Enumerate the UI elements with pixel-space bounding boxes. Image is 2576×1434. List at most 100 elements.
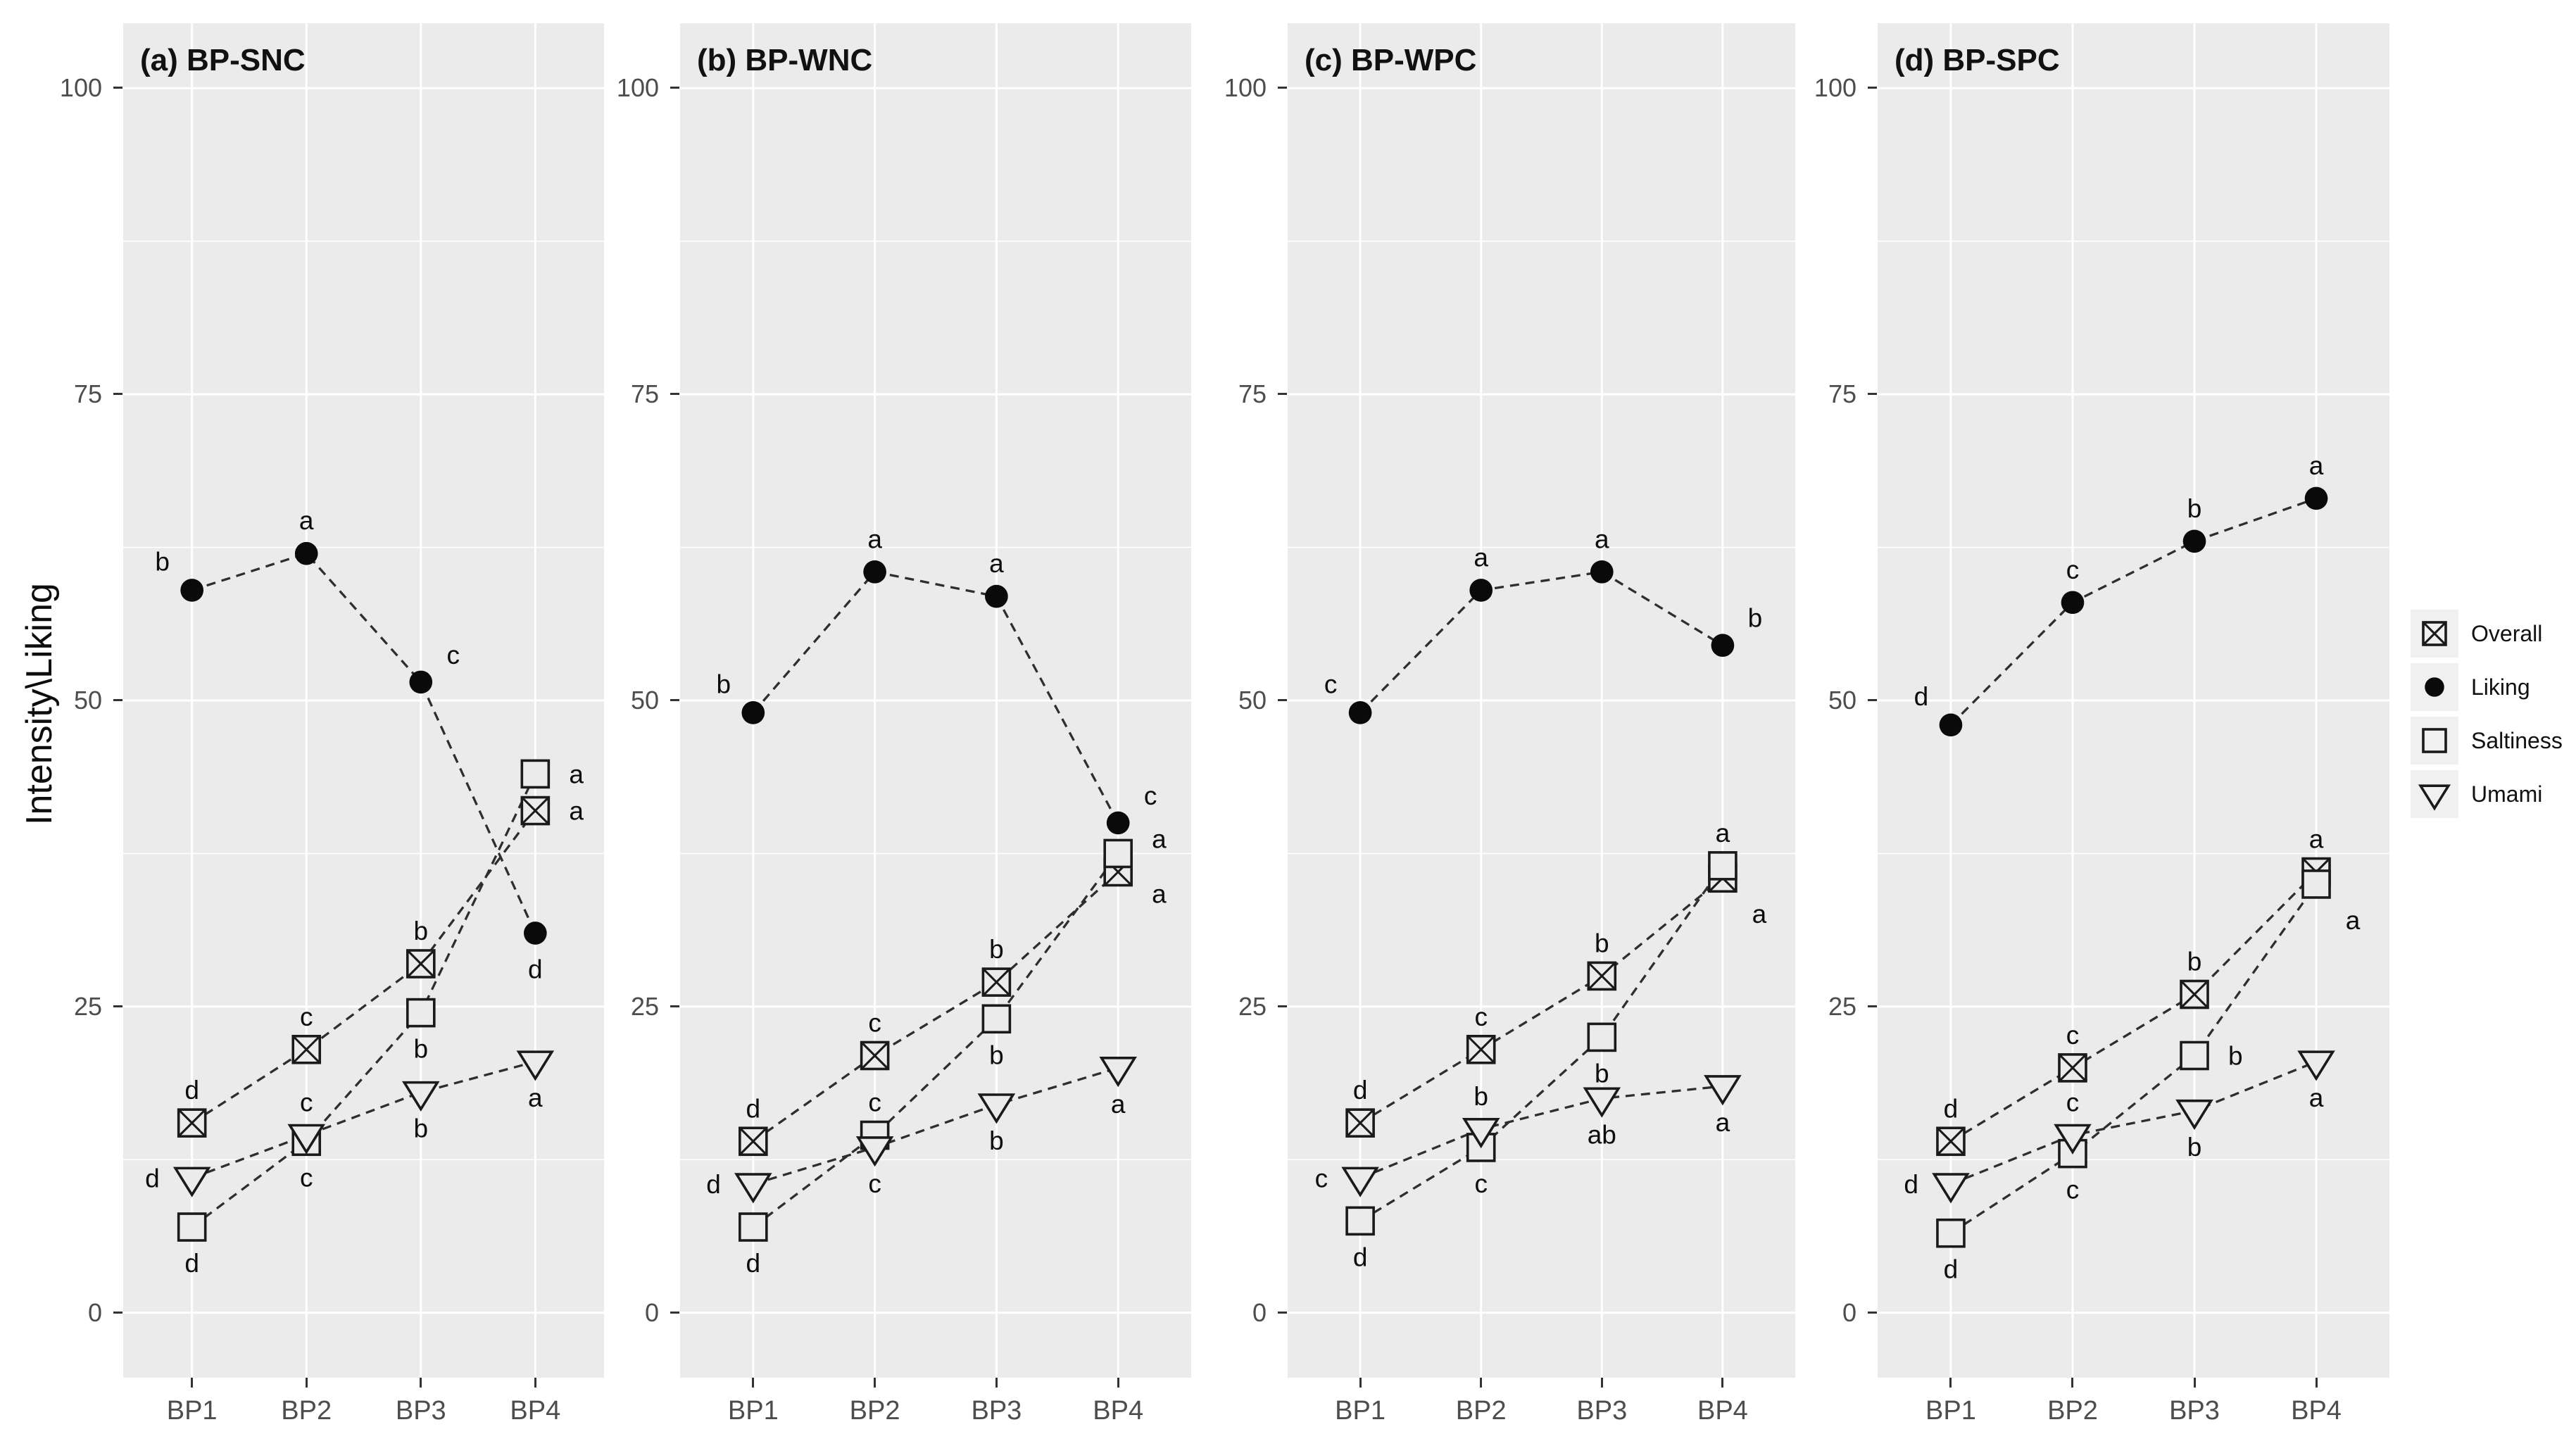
sig-letter-umami-BP3: b bbox=[989, 1126, 1004, 1155]
sig-letter-liking-BP2: a bbox=[1474, 543, 1488, 572]
x-tick-label: BP4 bbox=[1093, 1396, 1144, 1426]
y-tick-label: 0 bbox=[87, 1297, 102, 1327]
sig-letter-overall-BP1: d bbox=[184, 1076, 199, 1105]
sig-letter-saltiness-BP2: c bbox=[300, 1163, 313, 1192]
y-tick-label: 50 bbox=[1828, 686, 1856, 715]
y-tick-label: 25 bbox=[73, 991, 102, 1021]
series-line-saltiness bbox=[752, 853, 1119, 1228]
marker-square-cross bbox=[2422, 621, 2447, 646]
point-overall-BP3 bbox=[981, 967, 1012, 997]
point-liking-BP3 bbox=[1590, 560, 1614, 584]
point-liking-BP1 bbox=[741, 701, 765, 724]
x-tick-label: BP2 bbox=[849, 1396, 900, 1426]
point-umami-BP2 bbox=[287, 1124, 326, 1155]
point-overall-BP1 bbox=[739, 1126, 768, 1157]
sig-letter-liking-BP4: c bbox=[1144, 781, 1157, 810]
x-tick-mark bbox=[1359, 1378, 1362, 1388]
y-tick-label: 0 bbox=[1252, 1297, 1267, 1327]
sig-letter-saltiness-BP1: d bbox=[746, 1249, 761, 1278]
x-tick-mark bbox=[2315, 1378, 2318, 1388]
point-overall-BP1 bbox=[177, 1108, 207, 1138]
sig-letter-overall-BP3: b bbox=[2187, 948, 2202, 976]
sig-letter-overall-BP4: a bbox=[2309, 825, 2324, 854]
sig-letter-liking-BP3: a bbox=[1595, 524, 1609, 553]
y-tick-mark bbox=[670, 393, 679, 396]
point-overall-BP1 bbox=[1345, 1108, 1375, 1138]
sig-letter-umami-BP3: b bbox=[2187, 1133, 2202, 1162]
y-tick-label: 25 bbox=[630, 991, 659, 1021]
y-tick-label: 25 bbox=[1828, 991, 1856, 1021]
sig-letter-saltiness-BP3: b bbox=[989, 1040, 1004, 1069]
sig-letter-overall-BP1: d bbox=[746, 1094, 761, 1123]
point-umami-BP1 bbox=[1341, 1166, 1379, 1197]
y-tick-mark bbox=[113, 87, 122, 89]
y-tick-mark bbox=[670, 87, 679, 89]
x-tick-mark bbox=[1721, 1378, 1724, 1388]
x-tick-mark bbox=[534, 1378, 536, 1388]
panel-title-c: (c) BP-WPC bbox=[1305, 43, 1477, 77]
point-overall-BP2 bbox=[2058, 1053, 2087, 1083]
y-tick-label: 75 bbox=[630, 379, 659, 409]
y-tick-label: 75 bbox=[1238, 379, 1267, 409]
sig-letter-liking-BP2: a bbox=[867, 524, 882, 553]
x-tick-label: BP4 bbox=[2291, 1396, 2342, 1426]
point-overall-BP2 bbox=[860, 1040, 890, 1071]
x-tick-label: BP2 bbox=[2047, 1396, 2098, 1426]
series-line-saltiness bbox=[1359, 864, 1724, 1222]
y-tick-label: 0 bbox=[1842, 1297, 1856, 1327]
sig-letter-saltiness-BP4: a bbox=[569, 760, 584, 788]
y-tick-mark bbox=[1868, 393, 1877, 396]
point-saltiness-BP1 bbox=[177, 1212, 207, 1242]
sig-letter-umami-BP1: d bbox=[1904, 1170, 1918, 1199]
sig-letter-overall-BP3: b bbox=[989, 935, 1004, 964]
y-tick-mark bbox=[670, 1005, 679, 1007]
point-umami-BP3 bbox=[2175, 1099, 2213, 1131]
y-tick-label: 100 bbox=[59, 73, 102, 103]
sig-letter-saltiness-BP3: b bbox=[1595, 1059, 1609, 1088]
series-line-liking bbox=[752, 570, 1119, 824]
point-liking-BP2 bbox=[2061, 591, 2085, 615]
sig-letter-overall-BP2: c bbox=[300, 1002, 313, 1031]
sig-letter-liking-BP2: c bbox=[2066, 555, 2080, 584]
point-overall-BP3 bbox=[2180, 979, 2209, 1010]
point-saltiness-BP3 bbox=[981, 1004, 1012, 1034]
y-tick-mark bbox=[113, 699, 122, 701]
point-umami-BP2 bbox=[2054, 1124, 2092, 1155]
sig-letter-overall-BP1: d bbox=[1353, 1076, 1368, 1105]
legend-label: Saltiness bbox=[2471, 727, 2563, 753]
legend-key-open-square bbox=[2411, 717, 2458, 765]
y-tick-mark bbox=[113, 393, 122, 396]
square-cross-icon bbox=[2422, 621, 2447, 646]
legend-key-open-triangle-down bbox=[2411, 770, 2458, 818]
x-tick-mark bbox=[305, 1378, 308, 1388]
x-tick-label: BP4 bbox=[510, 1396, 561, 1426]
marker-open-triangle-down bbox=[2418, 784, 2451, 811]
legend-item-overall: Overall bbox=[2411, 610, 2563, 658]
y-tick-mark bbox=[670, 699, 679, 701]
sig-letter-liking-BP2: a bbox=[299, 506, 314, 535]
x-tick-mark bbox=[995, 1378, 998, 1388]
y-tick-label: 25 bbox=[1238, 991, 1267, 1021]
point-umami-BP4 bbox=[1099, 1057, 1137, 1088]
sig-letter-saltiness-BP2: c bbox=[1474, 1169, 1488, 1198]
point-overall-BP3 bbox=[406, 949, 436, 979]
y-tick-label: 0 bbox=[644, 1297, 659, 1327]
sig-letter-overall-BP4: a bbox=[1152, 880, 1167, 909]
y-tick-mark bbox=[1278, 87, 1287, 89]
sig-letter-umami-BP3: ab bbox=[1588, 1120, 1616, 1149]
y-tick-label: 100 bbox=[1224, 73, 1267, 103]
sig-letter-saltiness-BP2: c bbox=[868, 1088, 881, 1117]
sig-letter-overall-BP2: c bbox=[2066, 1021, 2080, 1050]
x-tick-mark bbox=[1600, 1378, 1603, 1388]
y-tick-label: 50 bbox=[1238, 686, 1267, 715]
point-umami-BP4 bbox=[2297, 1050, 2335, 1081]
legend-label: Overall bbox=[2471, 620, 2543, 646]
point-umami-BP3 bbox=[401, 1081, 440, 1112]
sig-letter-overall-BP2: c bbox=[1474, 1002, 1488, 1031]
legend-item-saltiness: Saltiness bbox=[2411, 717, 2563, 765]
sig-letter-overall-BP4: a bbox=[569, 797, 584, 826]
legend-label: Liking bbox=[2471, 674, 2530, 700]
y-tick-mark bbox=[1868, 87, 1877, 89]
sig-letter-umami-BP1: d bbox=[145, 1164, 160, 1193]
